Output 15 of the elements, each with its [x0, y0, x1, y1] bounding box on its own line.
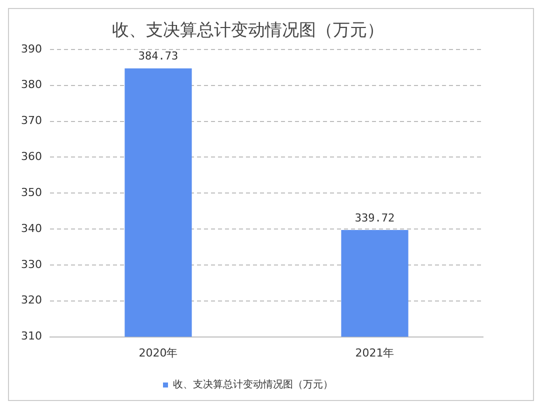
y-tick-label: 390	[20, 42, 42, 56]
y-tick-label: 360	[20, 150, 42, 164]
y-tick-label: 330	[20, 258, 42, 271]
y-tick-label: 370	[20, 114, 42, 128]
y-tick-label: 320	[20, 294, 42, 307]
y-tick-label: 310	[20, 330, 42, 343]
data-label: 339.72	[354, 211, 395, 224]
legend-label: 收、支决算总计变动情况图（万元）	[173, 378, 333, 391]
y-tick-label: 350	[20, 186, 42, 199]
x-tick-label: 2020年	[138, 346, 178, 360]
data-label: 384.73	[138, 50, 178, 63]
y-tick-label: 380	[20, 78, 42, 92]
chart-title: 收、支决算总计变动情况图（万元）	[112, 20, 384, 41]
y-tick-label: 340	[20, 222, 42, 235]
x-tick-label: 2021年	[355, 346, 394, 360]
